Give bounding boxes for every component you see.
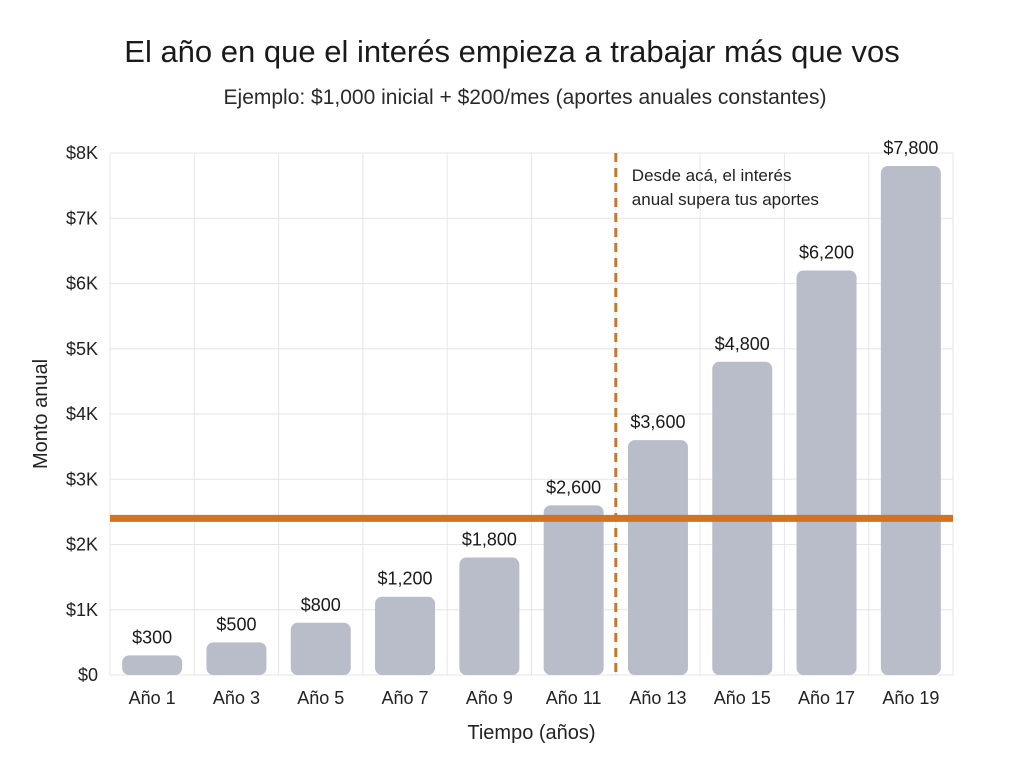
x-axis-title: Tiempo (años): [467, 722, 595, 744]
y-tick-label: $3K: [66, 469, 98, 489]
bar: [627, 440, 688, 675]
data-label: $800: [301, 595, 341, 615]
bar: [290, 622, 351, 675]
bar: [122, 655, 183, 675]
x-tick-label: Año 11: [546, 688, 602, 708]
x-axis-ticks: Año 1 Año 3 Año 5 Año 7 Año 9 Año 11 Año 13 Año…: [129, 688, 940, 708]
data-label: $1,200: [378, 569, 433, 589]
y-tick-label: $1K: [66, 600, 98, 620]
x-tick-label: Año 13: [629, 688, 686, 708]
data-label: $4,800: [715, 334, 770, 354]
data-label: $300: [132, 627, 172, 647]
y-tick-label: $6K: [66, 274, 98, 294]
x-tick-label: Año 1: [129, 688, 176, 708]
y-tick-label: $0: [78, 665, 98, 685]
y-axis-title: Monto anual: [30, 359, 52, 469]
y-tick-label: $8K: [66, 143, 98, 163]
x-tick-label: Año 3: [213, 688, 260, 708]
bar: [375, 596, 436, 675]
annotation-line-1: Desde acá, el interés: [632, 166, 792, 185]
x-tick-label: Año 9: [466, 688, 513, 708]
x-tick-label: Año 15: [714, 688, 771, 708]
y-axis-ticks: $0 $1K $2K $3K $4K $5K $6K $7K $8K: [66, 143, 98, 685]
data-labels: $300 $500 $800 $1,200 $1,800 $2,600 $3,600 $4,8…: [132, 138, 938, 647]
bar: [459, 557, 520, 675]
x-tick-label: Año 7: [382, 688, 429, 708]
y-tick-label: $7K: [66, 208, 98, 228]
bar: [206, 642, 267, 675]
bar: [880, 166, 941, 676]
bar: [796, 270, 857, 675]
y-tick-label: $2K: [66, 535, 98, 555]
data-label: $3,600: [630, 412, 685, 432]
grid-lines: [109, 152, 954, 676]
chart-subtitle: Ejemplo: $1,000 inicial + $200/mes (apor…: [223, 86, 827, 109]
x-tick-label: Año 19: [882, 688, 939, 708]
chart-title: El año en que el interés empieza a traba…: [124, 34, 900, 69]
y-tick-label: $4K: [66, 404, 98, 424]
data-label: $6,200: [799, 242, 854, 262]
bar: [543, 505, 604, 675]
annotation-line-2: anual supera tus aportes: [632, 190, 819, 209]
data-label: $1,800: [462, 530, 517, 550]
data-label: $7,800: [883, 138, 938, 158]
y-tick-label: $5K: [66, 339, 98, 359]
data-label: $2,600: [546, 477, 601, 497]
x-tick-label: Año 17: [798, 688, 855, 708]
x-tick-label: Año 5: [297, 688, 344, 708]
data-label: $500: [216, 614, 256, 634]
